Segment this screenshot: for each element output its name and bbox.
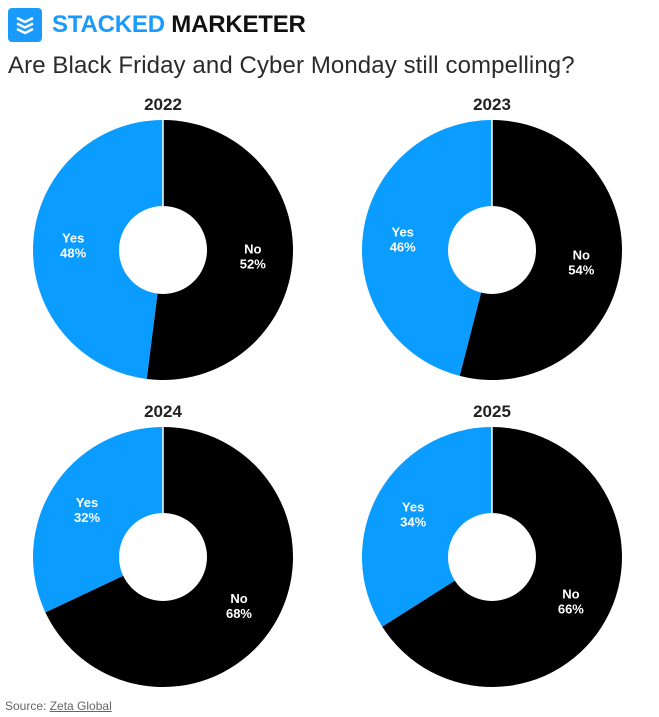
donut-hole — [119, 206, 207, 294]
slice-yes — [361, 120, 492, 376]
slice-value-label: 68% — [226, 606, 252, 621]
slice-yes — [32, 120, 163, 379]
slice-label: No — [244, 242, 261, 257]
brand-header: STACKED MARKETER — [8, 8, 306, 42]
slice-label: Yes — [402, 500, 424, 515]
slice-label: No — [562, 586, 579, 601]
slice-value-label: 46% — [390, 240, 416, 255]
slice-value-label: 54% — [568, 262, 594, 277]
page-title: Are Black Friday and Cyber Monday still … — [8, 52, 575, 79]
slice-label: Yes — [76, 495, 98, 510]
brand-name-accent: STACKED — [52, 11, 165, 38]
chart-title: 2024 — [144, 402, 182, 421]
stacked-layers-icon — [8, 8, 42, 42]
slice-value-label: 34% — [400, 515, 426, 530]
brand-name-rest: MARKETER — [171, 11, 306, 38]
slice-value-label: 48% — [60, 245, 86, 260]
source-link[interactable]: Zeta Global — [49, 699, 112, 713]
slice-value-label: 32% — [74, 510, 100, 525]
donut-hole — [448, 513, 536, 601]
slice-value-label: 66% — [558, 601, 584, 616]
chart-title: 2022 — [144, 95, 182, 114]
chart-title: 2025 — [473, 402, 511, 421]
donut-hole — [448, 206, 536, 294]
slice-value-label: 52% — [240, 257, 266, 272]
chart-title: 2023 — [473, 95, 511, 114]
slice-label: Yes — [391, 225, 413, 240]
slice-label: No — [573, 247, 590, 262]
source-note: Source: Zeta Global — [5, 699, 112, 713]
slice-no — [459, 120, 622, 380]
donut-hole — [119, 513, 207, 601]
source-label: Source: — [5, 699, 47, 713]
brand-name: STACKED MARKETER — [52, 11, 306, 39]
slice-no — [146, 120, 293, 380]
slice-label: Yes — [62, 230, 84, 245]
slice-label: No — [230, 591, 247, 606]
